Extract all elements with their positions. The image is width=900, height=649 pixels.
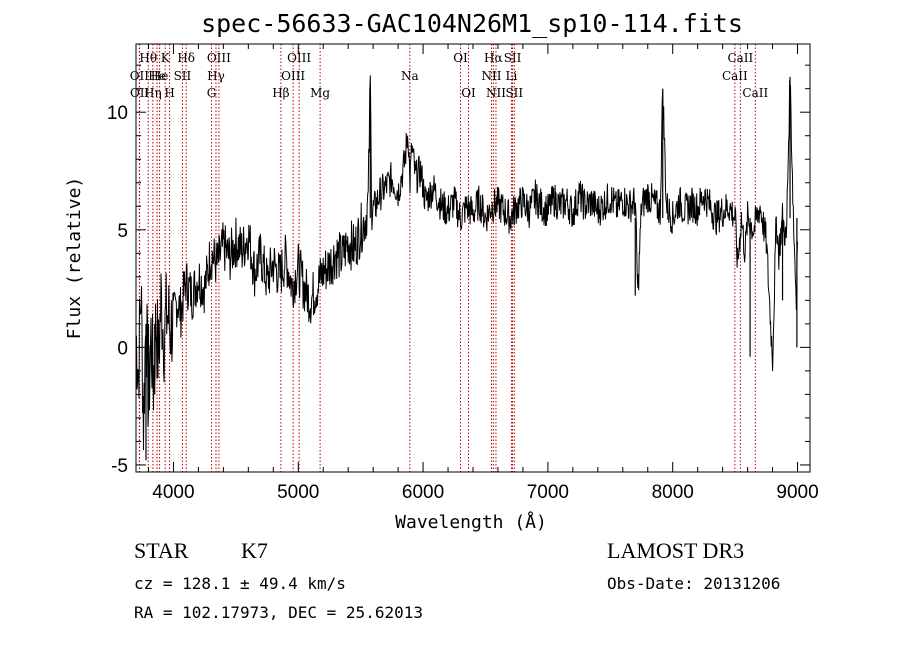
spectral-line-label: SII — [504, 51, 522, 65]
y-tick-label: 0 — [117, 338, 128, 359]
spectral-line-label: NII — [486, 86, 506, 100]
spectral-line-label: Hγ — [207, 69, 225, 83]
spectral-line-label: Li — [506, 69, 518, 83]
spectral-line-label: H — [164, 86, 174, 100]
spectrum-line — [135, 75, 798, 451]
spectral-line-label: OIII — [207, 51, 231, 65]
x-tick-label: 7000 — [527, 482, 569, 503]
spectral-line-label: Hδ — [177, 51, 195, 65]
y-tick-label: 10 — [107, 103, 128, 124]
x-tick-label: 9000 — [776, 482, 818, 503]
object-subclass: K7 — [241, 538, 268, 563]
spectral-line-markers — [138, 44, 756, 472]
spectral-line-label: He — [148, 69, 166, 83]
spectrum-series — [135, 75, 798, 461]
spectral-line-label: He — [151, 69, 169, 83]
spectral-line-labels: OIIOIIHθHηHeHeKHSIIHδGHγOIIIHβOIIIOIIIMg… — [130, 51, 769, 100]
spectral-line-label: OI — [461, 86, 476, 100]
y-axis-label: Flux (relative) — [64, 177, 85, 340]
spectral-line-label: CaII — [742, 86, 768, 100]
coordinates: RA = 102.17973, DEC = 25.62013 — [134, 603, 423, 622]
spectral-line-label: Mg — [310, 86, 330, 100]
spectral-line-label: CaII — [727, 51, 753, 65]
spectral-line-label: K — [161, 51, 171, 65]
redshift-cz: cz = 128.1 ± 49.4 km/s — [134, 574, 346, 593]
spectral-line-label: CaII — [722, 69, 748, 83]
spectral-line-label: Hα — [484, 51, 503, 65]
x-tick-label: 8000 — [652, 482, 694, 503]
spectral-line-label: OIII — [281, 69, 305, 83]
spectral-line-label: Na — [401, 69, 419, 83]
spectral-line-label: OII — [130, 69, 150, 83]
x-tick-label: 4000 — [152, 482, 194, 503]
spectral-line-label: NII — [481, 69, 501, 83]
chart-title: spec-56633-GAC104N26M1_sp10-114.fits — [201, 9, 743, 38]
x-axis-label: Wavelength (Å) — [395, 511, 547, 533]
spectrum-chart: spec-56633-GAC104N26M1_sp10-114.fits OII… — [64, 9, 819, 533]
y-tick-label: -5 — [111, 456, 128, 477]
x-tick-label: 6000 — [402, 482, 444, 503]
spectral-line-label: SII — [174, 69, 192, 83]
object-class: STAR — [134, 538, 189, 563]
spectral-line-label: OII — [130, 86, 150, 100]
spectral-line-label: OI — [453, 51, 468, 65]
spectral-line-label: Hη — [144, 86, 162, 100]
spectral-line-label: SII — [505, 86, 523, 100]
spectral-line-label: Hβ — [272, 86, 289, 100]
x-tick-label: 5000 — [277, 482, 319, 503]
spectral-line-label: OIII — [287, 51, 311, 65]
axis-ticks: 4000 5000 6000 7000 8000 9000 -5 0 5 10 — [107, 44, 819, 503]
survey-name: LAMOST DR3 — [607, 538, 745, 563]
spectral-line-label: G — [207, 86, 217, 100]
y-tick-label: 5 — [117, 221, 128, 242]
observation-date: Obs-Date: 20131206 — [607, 574, 781, 593]
spectral-line-label: Hθ — [139, 51, 157, 65]
